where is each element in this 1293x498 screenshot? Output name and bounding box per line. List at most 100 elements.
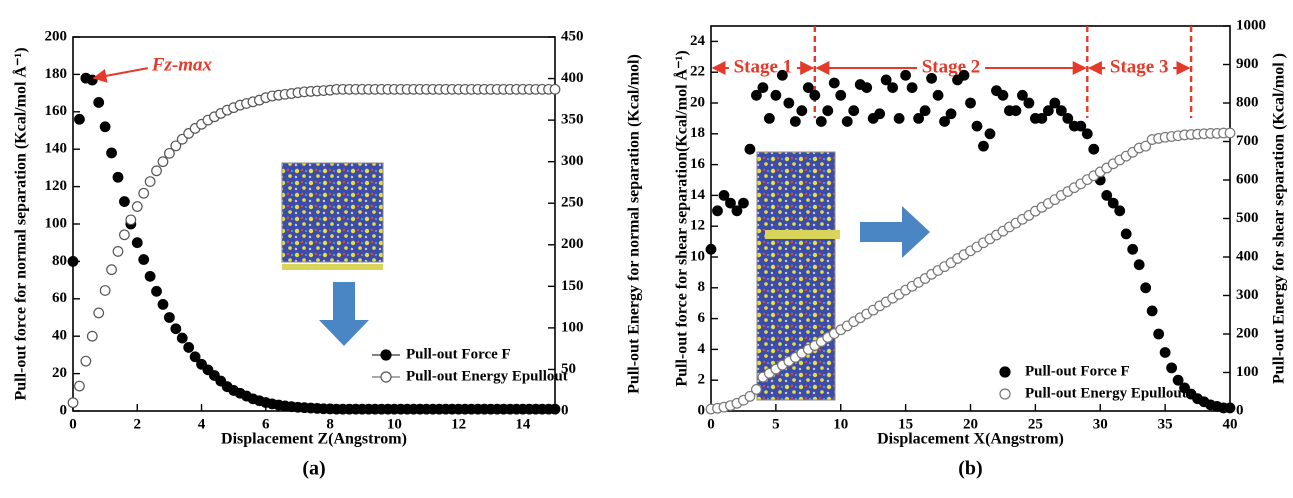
data-point — [1017, 89, 1028, 101]
data-point — [705, 243, 717, 255]
data-point — [163, 312, 175, 323]
y-tick-label: 40 — [52, 328, 67, 344]
y2-axis-title: Pull-out Energy for normal separation (K… — [626, 54, 643, 394]
legend-label: Pull-out Energy Epullout — [406, 368, 568, 384]
y-tick-label: 14 — [690, 187, 706, 203]
data-point — [151, 165, 162, 177]
data-point — [138, 254, 150, 265]
y2-tick-label: 200 — [561, 236, 584, 252]
y2-tick-label: 600 — [1236, 171, 1259, 187]
data-point — [835, 89, 847, 101]
y2-tick-label: 350 — [561, 112, 584, 128]
y-tick-label: 8 — [698, 279, 706, 295]
data-point — [809, 89, 821, 101]
data-point — [932, 89, 944, 101]
data-point — [997, 89, 1009, 101]
x-axis-title: Displacement Z(Angstrom) — [221, 431, 407, 448]
data-point — [163, 147, 175, 159]
data-point — [549, 83, 561, 95]
data-point — [93, 307, 105, 319]
data-point — [67, 397, 79, 409]
data-point — [106, 147, 117, 159]
y-tick-label: 2 — [698, 372, 706, 388]
data-point — [86, 74, 98, 86]
x-tick-label: 0 — [707, 416, 715, 432]
y-tick-label: 160 — [45, 103, 68, 119]
data-point — [725, 197, 736, 209]
data-point — [1049, 97, 1061, 109]
x-tick-label: 10 — [833, 416, 848, 432]
annotation-arrow — [92, 67, 149, 83]
y-tick-label: 10 — [690, 248, 705, 264]
legend-label: Pull-out Force F — [406, 346, 511, 362]
data-point — [751, 89, 762, 101]
data-point — [874, 108, 886, 120]
data-point — [176, 332, 188, 344]
data-point — [99, 121, 111, 133]
x-tick-label: 2 — [134, 416, 142, 432]
data-point — [744, 390, 756, 402]
x-tick-label: 6 — [262, 416, 270, 432]
y2-tick-label: 200 — [1236, 325, 1259, 341]
legend-label: Pull-out Energy Epullout — [1025, 385, 1187, 401]
data-point — [144, 176, 156, 188]
data-point — [1224, 402, 1236, 414]
data-point — [738, 197, 749, 209]
data-point — [67, 256, 79, 267]
x-tick-label: 14 — [515, 416, 531, 432]
data-point — [945, 108, 957, 120]
x-tick-label: 12 — [451, 416, 466, 432]
data-point — [1010, 105, 1022, 117]
data-point — [151, 285, 162, 297]
y2-tick-label: 0 — [1236, 402, 1244, 418]
x-tick-label: 0 — [69, 416, 77, 432]
y-tick-label: 200 — [45, 28, 68, 44]
data-point — [1179, 382, 1190, 394]
data-point — [1081, 128, 1093, 140]
data-point — [887, 82, 899, 93]
data-point — [138, 187, 150, 199]
y2-tick-label: 900 — [1236, 56, 1259, 72]
x-axis-title: Displacement X(Angstrom) — [877, 431, 1064, 448]
data-point — [776, 69, 788, 81]
data-point — [1075, 120, 1087, 132]
y-tick-label: 20 — [690, 94, 705, 110]
data-point — [1153, 328, 1165, 340]
data-point — [1120, 228, 1132, 240]
data-point — [157, 299, 169, 310]
data-point — [1055, 105, 1067, 117]
stage-label: Stage 1 — [734, 56, 793, 77]
data-point — [919, 105, 931, 117]
data-point — [1133, 259, 1145, 271]
data-point — [718, 189, 730, 201]
data-point — [822, 105, 834, 117]
caption: (a) — [302, 458, 325, 480]
data-point — [74, 113, 85, 125]
data-point — [1088, 143, 1100, 155]
y2-tick-label: 0 — [561, 402, 569, 418]
legend-marker — [999, 388, 1011, 400]
data-point — [1023, 97, 1035, 109]
y-tick-label: 140 — [45, 141, 68, 157]
data-point — [144, 270, 156, 282]
y2-tick-label: 300 — [1236, 287, 1259, 303]
y2-tick-label: 400 — [561, 70, 584, 86]
data-point — [1224, 127, 1236, 139]
data-point — [939, 116, 950, 127]
data-point — [131, 237, 143, 249]
data-point — [971, 120, 983, 132]
data-point — [1042, 105, 1054, 117]
x-tick-label: 35 — [1158, 416, 1173, 432]
x-tick-label: 15 — [898, 416, 913, 432]
y2-tick-label: 400 — [1236, 248, 1259, 264]
x-tick-label: 8 — [326, 416, 334, 432]
data-point — [1062, 112, 1074, 124]
data-point — [157, 156, 169, 168]
x-tick-label: 25 — [1028, 416, 1043, 432]
x-tick-label: 10 — [387, 416, 402, 432]
data-point — [913, 112, 924, 124]
data-point — [828, 77, 840, 89]
y-axis-title: Pull-out force for shear separation(Kcal… — [673, 50, 691, 386]
x-tick-label: 4 — [198, 416, 206, 432]
data-point — [770, 89, 782, 101]
